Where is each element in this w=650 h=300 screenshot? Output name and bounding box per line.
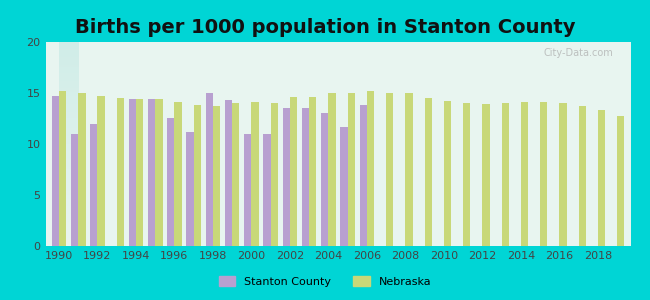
Bar: [341, 127, 348, 246]
Bar: [205, 93, 213, 246]
Bar: [348, 93, 355, 246]
Bar: [129, 99, 136, 246]
Bar: [283, 108, 290, 246]
Bar: [155, 99, 162, 246]
Bar: [559, 103, 567, 246]
Bar: [463, 103, 471, 246]
Bar: [302, 108, 309, 246]
Bar: [252, 102, 259, 246]
Text: Births per 1000 population in Stanton County: Births per 1000 population in Stanton Co…: [75, 18, 575, 37]
Bar: [424, 98, 432, 246]
Bar: [367, 91, 374, 246]
Bar: [578, 106, 586, 246]
Bar: [290, 97, 297, 246]
Text: City-Data.com: City-Data.com: [543, 48, 613, 58]
Bar: [321, 113, 328, 246]
Bar: [148, 99, 155, 246]
Bar: [90, 124, 98, 246]
Bar: [482, 104, 489, 246]
Bar: [617, 116, 625, 246]
Bar: [117, 98, 124, 246]
Bar: [59, 91, 66, 246]
Bar: [244, 134, 252, 246]
Bar: [213, 106, 220, 246]
Bar: [71, 134, 78, 246]
Bar: [540, 102, 547, 246]
Bar: [98, 96, 105, 246]
Bar: [225, 100, 232, 246]
Bar: [406, 93, 413, 246]
Bar: [232, 103, 239, 246]
Bar: [444, 101, 451, 246]
Bar: [263, 134, 270, 246]
Bar: [136, 99, 143, 246]
Bar: [51, 96, 59, 246]
Bar: [521, 102, 528, 246]
Bar: [359, 105, 367, 246]
Bar: [309, 97, 317, 246]
Legend: Stanton County, Nebraska: Stanton County, Nebraska: [214, 272, 436, 291]
Bar: [328, 93, 335, 246]
Bar: [187, 132, 194, 246]
Bar: [78, 93, 86, 246]
Bar: [174, 102, 182, 246]
Bar: [194, 105, 201, 246]
Bar: [270, 103, 278, 246]
Bar: [167, 118, 174, 246]
Bar: [598, 110, 605, 246]
Bar: [386, 93, 393, 246]
Bar: [502, 103, 509, 246]
